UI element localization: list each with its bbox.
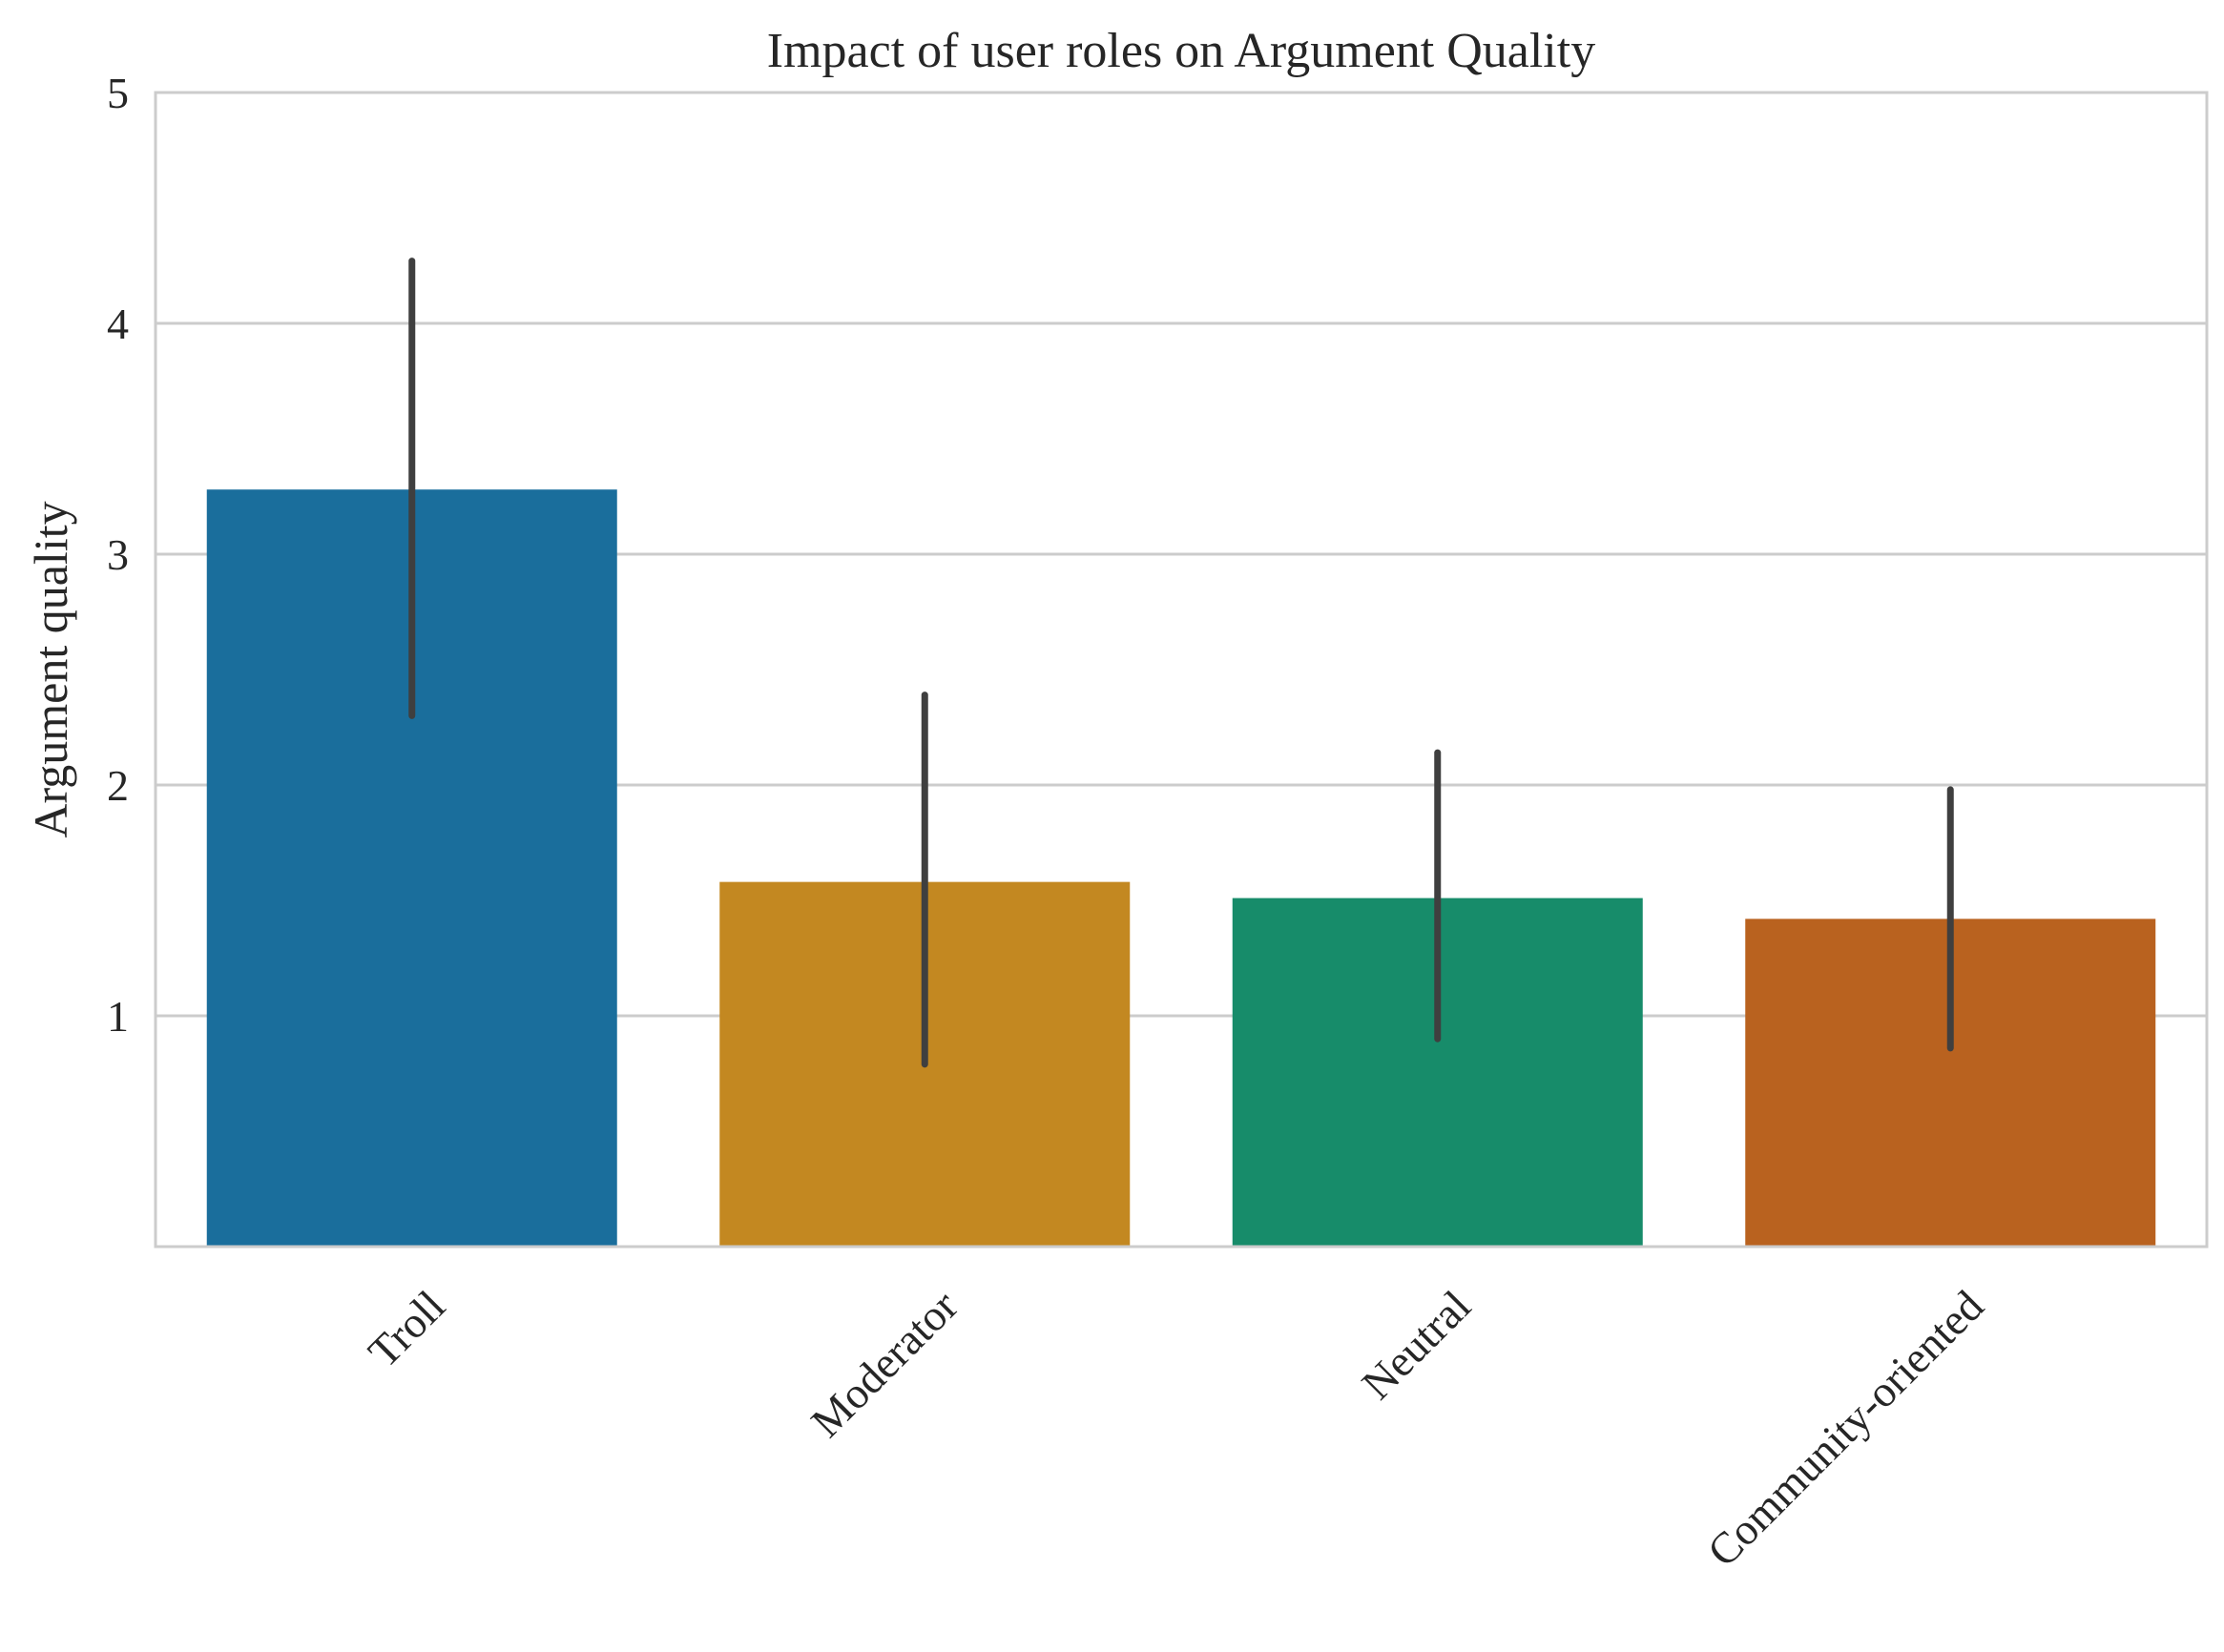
y-axis-label: Argument quality [24, 501, 77, 837]
y-tick-label: 2 [107, 761, 129, 810]
y-tick-label: 1 [107, 992, 129, 1041]
plot-frame [154, 91, 2209, 1249]
y-tick-labels: 1 2 3 4 5 [107, 69, 129, 1041]
chart-title: Impact of user roles on Argument Quality [767, 24, 1595, 78]
y-tick-label: 5 [107, 69, 129, 117]
y-tick-label: 3 [107, 530, 129, 579]
error-bars [408, 258, 1954, 1068]
y-tick-label: 4 [107, 299, 129, 348]
